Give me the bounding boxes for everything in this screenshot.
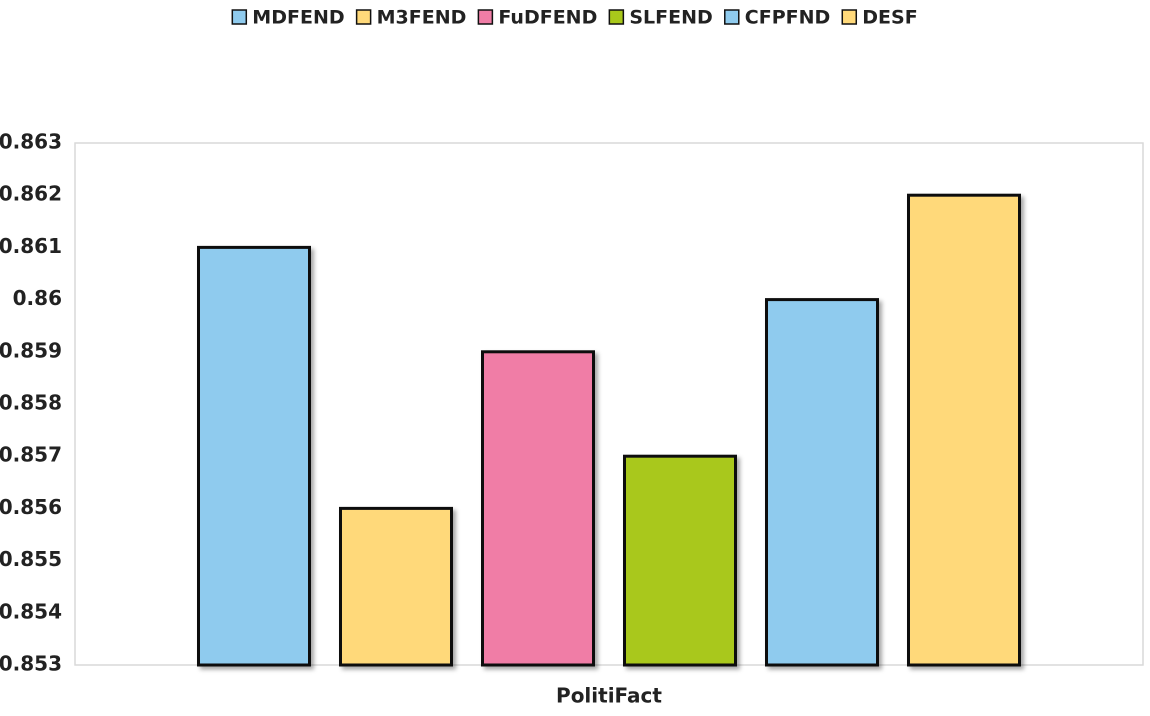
- bar: [481, 350, 595, 667]
- y-tick-label: 0.853: [0, 652, 62, 676]
- y-tick-label: 0.861: [0, 234, 62, 258]
- bar: [197, 245, 311, 667]
- bar: [907, 193, 1021, 667]
- y-tick-label: 0.862: [0, 182, 62, 206]
- legend-label: M3FEND: [377, 7, 467, 29]
- y-tick-label: 0.857: [0, 443, 62, 467]
- legend-label: FuDFEND: [498, 7, 597, 29]
- legend-swatch: [608, 9, 625, 25]
- y-tick-label: 0.863: [0, 130, 62, 154]
- y-tick-label: 0.855: [0, 547, 62, 571]
- bar: [765, 298, 879, 667]
- legend: MDFEND M3FEND FuDFEND SLFEND CFPFND DESF: [231, 7, 918, 29]
- y-tick-label: 0.86: [13, 286, 62, 310]
- legend-swatch: [477, 9, 494, 25]
- legend-swatch: [231, 9, 248, 25]
- plot-area: [74, 142, 1144, 666]
- legend-label: DESF: [862, 7, 917, 29]
- legend-label: MDFEND: [252, 7, 344, 29]
- y-tick-label: 0.854: [0, 599, 62, 623]
- y-tick-label: 0.859: [0, 338, 62, 362]
- bar: [339, 506, 453, 667]
- bar: [623, 454, 737, 667]
- legend-label: SLFEND: [629, 7, 712, 29]
- legend-swatch: [355, 9, 372, 25]
- legend-swatch: [724, 9, 740, 25]
- y-tick-label: 0.856: [0, 495, 62, 519]
- legend-swatch: [841, 9, 858, 25]
- legend-label: CFPFND: [745, 7, 831, 29]
- x-tick-label: PolitiFact: [556, 684, 662, 708]
- y-tick-label: 0.858: [0, 391, 62, 415]
